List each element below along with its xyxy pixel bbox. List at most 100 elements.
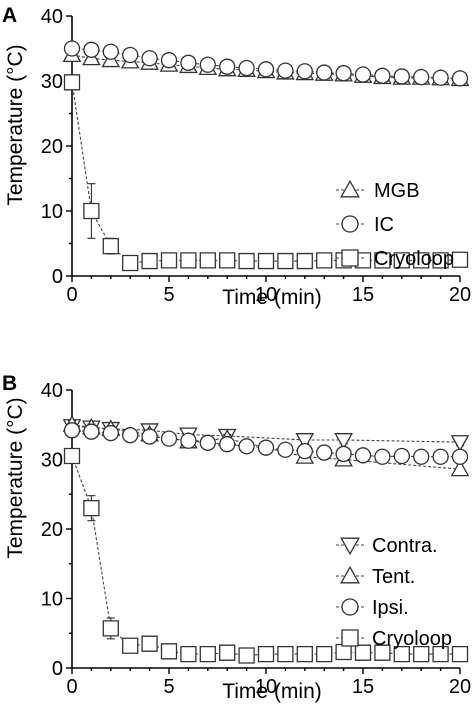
panel-a-series-ic (63, 40, 469, 87)
panel-a-series-ic-point (451, 70, 469, 87)
panel-a-legend-label: MGB (374, 180, 420, 202)
panel-a-plot-area (62, 40, 470, 272)
panel-b-series-ipsi-point (316, 444, 333, 461)
panel-b-y-tick-label: 20 (41, 519, 63, 541)
panel-b-series-cryoloop-point (432, 645, 449, 663)
panel-a-series-cryoloop-point (296, 252, 313, 270)
panel-b-legend-item: Contra. (336, 535, 438, 557)
panel-a-series-ic-point (199, 56, 216, 73)
panel-b: B Temperature (°C) Time (min) 0102030400… (2, 372, 471, 703)
panel-b-series-cryoloop-point (160, 643, 178, 660)
panel-a-series-cryoloop-point (316, 252, 333, 269)
panel-a-series-cryoloop-point (432, 252, 449, 269)
panel-b-x-tick-label: 20 (449, 676, 471, 698)
panel-a-series-cryoloop-line (71, 82, 461, 264)
panel-b-series-ipsi-point (63, 422, 81, 439)
panel-b-legend-marker (341, 598, 359, 616)
panel-a-legend-item: Cryoloop (336, 248, 454, 270)
panel-a-x-tick-label: 0 (66, 284, 77, 306)
panel-a-legend-marker (340, 179, 360, 198)
panel-a-legend-marker (341, 249, 359, 267)
panel-a-series-ic-point (63, 40, 81, 57)
panel-b-series-ipsi-point (199, 434, 216, 451)
panel-b-legend-item: Tent. (336, 565, 415, 588)
panel-a-series-ic-point (238, 59, 255, 77)
panel-b-series-cryoloop-point (63, 447, 81, 465)
panel-a-label: A (2, 4, 17, 27)
panel-a-series-cryoloop-point (277, 252, 294, 270)
panel-b-series-cryoloop-point (219, 644, 236, 661)
panel-b-series-cryoloop-point (335, 643, 352, 661)
panel-a-y-tick-label: 10 (41, 201, 63, 223)
panel-a-series-ic-point (102, 43, 119, 60)
panel-a-axes: 0 10 20 30 40 0 5 10 15 20 (41, 6, 471, 306)
panel-a-series-cryoloop-point (122, 254, 139, 272)
panel-a-series-ic-point (413, 68, 430, 86)
panel-a-series-ic-point (180, 54, 197, 71)
panel-b-series-ipsi-point (160, 430, 178, 447)
panel-a-series-cryoloop-point (141, 252, 158, 270)
panel-b-series-ipsi-point (432, 448, 449, 465)
panel-b-series-ipsi-point (451, 448, 469, 465)
panel-b-series-ipsi-point (219, 436, 236, 453)
panel-b-legend: Contra. Tent. Ipsi. Cryoloop (336, 535, 452, 650)
panel-a-series-ic-point (296, 63, 313, 80)
panel-a-legend-label: IC (374, 214, 394, 236)
panel-b-series-contra-point (295, 433, 315, 450)
panel-a: A Temperature (°C) Time (min) 0102030400… (2, 4, 471, 309)
panel-b-series-ipsi-point (296, 443, 313, 460)
panel-a-legend: MGB IC Cryoloop (336, 179, 454, 270)
panel-a-series-ic-point (160, 52, 178, 69)
panel-b-series-cryoloop-point (122, 637, 139, 654)
panel-a-series-ic-point (122, 46, 139, 64)
panel-b-legend-label: Cryoloop (372, 628, 452, 650)
panel-a-legend-item: IC (336, 214, 394, 236)
panel-a-x-tick-label: 5 (163, 284, 174, 306)
panel-b-series-ipsi-point (374, 448, 391, 465)
panel-b-x-tick-label: 5 (163, 676, 174, 698)
panel-a-legend-item: MGB (336, 179, 420, 202)
panel-b-series-ipsi-point (354, 447, 372, 464)
panel-b-series-cryoloop (63, 447, 469, 664)
panel-b-series-cryoloop-point (413, 645, 430, 663)
panel-a-x-tick-label: 15 (352, 284, 374, 306)
panel-b-legend-label: Ipsi. (372, 597, 409, 619)
panel-a-series-ic-point (219, 58, 236, 75)
panel-b-series-cryoloop-point (102, 620, 119, 637)
panel-b-legend-label: Tent. (372, 566, 415, 588)
panel-a-series-cryoloop-point (451, 251, 469, 268)
panel-b-series-ipsi-point (393, 447, 410, 465)
panel-b-y-tick-label: 0 (52, 658, 63, 680)
panel-b-series-cryoloop-point (451, 645, 469, 663)
panel-a-series-ic-point (141, 50, 158, 67)
panel-a-series-ic-point (374, 67, 391, 84)
panel-a-legend-marker (341, 215, 359, 233)
panel-b-legend-label: Contra. (372, 535, 438, 557)
panel-b-y-tick-label: 10 (41, 589, 63, 611)
panel-a-series-ic-point (316, 64, 333, 81)
panel-a-series-cryoloop-point (413, 252, 430, 269)
panel-a-series-cryoloop-point (393, 252, 410, 269)
panel-b-series-contra-point (450, 435, 470, 452)
panel-b-series-cryoloop-point (199, 645, 216, 663)
panel-b-series-cryoloop-point (180, 645, 197, 663)
panel-b-series-ipsi-point (413, 448, 430, 465)
panel-a-series-cryoloop-point (374, 252, 391, 269)
panel-a-series-ic-point (432, 69, 449, 86)
panel-b-series-ipsi (63, 422, 469, 465)
panel-b-legend-marker (340, 537, 360, 556)
panel-a-series-cryoloop-point (257, 252, 275, 270)
panel-b-series-cryoloop-point (141, 635, 158, 652)
panel-b-series-cryoloop-point (238, 647, 255, 664)
panel-a-series-ic-point (393, 68, 410, 85)
panel-a-series-ic-point (257, 61, 275, 78)
panel-b-legend-marker (340, 565, 360, 584)
panel-a-series-cryoloop-point (199, 252, 216, 269)
panel-b-series-contra-point (334, 433, 353, 450)
panel-a-series-ic-point (83, 41, 100, 58)
panel-a-y-tick-label: 0 (52, 266, 63, 288)
panel-a-y-axis-title: Temperature (°C) (4, 44, 27, 205)
panel-b-x-axis-title: Time (min) (222, 680, 322, 703)
panel-a-series-ic-point (335, 65, 352, 82)
panel-b-series-ipsi-point (122, 427, 139, 444)
